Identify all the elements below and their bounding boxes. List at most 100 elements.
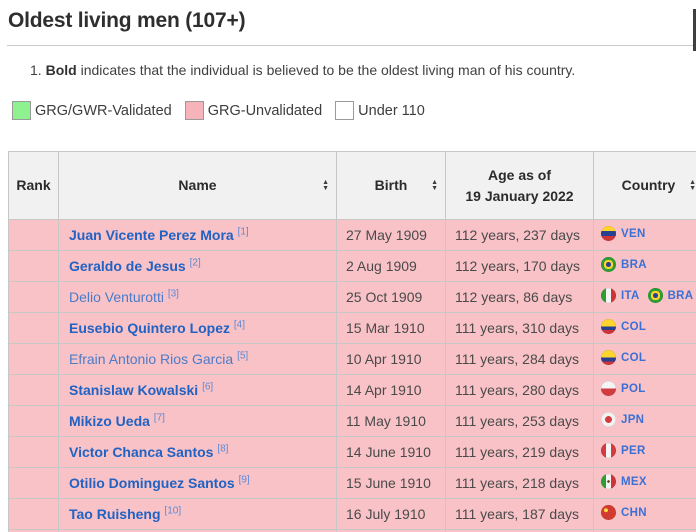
reference-link[interactable]: [5] [237, 350, 249, 362]
age-cell: 111 years, 218 days [445, 467, 594, 499]
sort-arrows-icon[interactable] [322, 180, 329, 192]
birth-cell: 15 Mar 1910 [336, 312, 446, 344]
flag-bra-icon [601, 257, 616, 272]
country-link[interactable]: CHN [621, 506, 647, 519]
country-entry: BRA [647, 288, 694, 303]
name-cell: Eusebio Quintero Lopez [4] [58, 312, 337, 344]
age-cell: 111 years, 310 days [445, 312, 594, 344]
country-link[interactable]: COL [621, 320, 647, 333]
person-link[interactable]: Juan Vicente Perez Mora [69, 227, 234, 243]
sort-arrows-icon[interactable] [689, 180, 696, 192]
table-row: Tao Ruisheng [10] 16 July 1910 111 years, … [8, 498, 696, 530]
country-link[interactable]: BRA [621, 258, 647, 271]
column-header-birth[interactable]: Birth [336, 151, 446, 220]
title-divider [7, 45, 696, 46]
flag-jpn-icon [601, 412, 616, 427]
age-header-line1: Age as of [487, 166, 551, 183]
table-body: Juan Vicente Perez Mora [1] 27 May 1909 11… [8, 219, 696, 532]
country-link[interactable]: ITA [621, 289, 640, 302]
age-cell: 111 years, 187 days [445, 498, 594, 530]
reference-link[interactable]: [9] [238, 474, 250, 486]
country-entry: COL [601, 350, 646, 365]
legend-item-unvalidated: GRG-Unvalidated [184, 101, 323, 120]
footnote-list: 1. Bold indicates that the individual is… [30, 62, 696, 78]
legend-label: GRG-Unvalidated [207, 102, 323, 119]
footnote-text: indicates that the individual is believe… [76, 62, 576, 78]
reference-link[interactable]: [6] [202, 381, 214, 393]
table-row: Otilio Dominguez Santos [9] 15 June 1910 1… [8, 467, 696, 499]
country-link[interactable]: COL [621, 351, 647, 364]
country-link[interactable]: MEX [621, 475, 647, 488]
column-header-name[interactable]: Name [58, 151, 337, 220]
name-cell: Victor Chanca Santos [8] [58, 436, 337, 468]
rank-cell [8, 312, 59, 344]
scrollbar-strip[interactable] [693, 9, 696, 51]
country-entry: ITA [601, 288, 640, 303]
age-cell: 112 years, 170 days [445, 250, 594, 282]
column-header-age: Age as of 19 January 2022 [445, 151, 594, 220]
country-link[interactable]: POL [621, 382, 646, 395]
person-link[interactable]: Otilio Dominguez Santos [69, 475, 235, 491]
age-cell: 111 years, 219 days [445, 436, 594, 468]
country-entry: COL [601, 319, 646, 334]
age-cell: 111 years, 280 days [445, 374, 594, 406]
age-header-line2: 19 January 2022 [465, 187, 574, 204]
reference-link[interactable]: [2] [189, 257, 201, 269]
country-link[interactable]: BRA [667, 289, 694, 302]
flag-ven-icon [601, 226, 616, 241]
rank-cell [8, 250, 59, 282]
birth-cell: 11 May 1910 [336, 405, 446, 437]
sort-arrows-icon[interactable] [431, 180, 438, 192]
person-link[interactable]: Mikizo Ueda [69, 413, 150, 429]
column-header-name-label: Name [178, 177, 217, 193]
page: Oldest living men (107+) 1. Bold indicat… [0, 9, 696, 532]
country-link[interactable]: VEN [621, 227, 646, 240]
flag-mex-icon [601, 474, 616, 489]
person-link[interactable]: Geraldo de Jesus [69, 258, 186, 274]
country-entry: VEN [601, 226, 646, 241]
reference-link[interactable]: [3] [167, 288, 179, 300]
reference-link[interactable]: [7] [153, 412, 165, 424]
rank-cell [8, 219, 59, 251]
footnote-number: 1. [30, 62, 42, 78]
reference-link[interactable]: [1] [237, 226, 249, 238]
country-cell: POL [593, 374, 696, 406]
age-cell: 112 years, 86 days [445, 281, 594, 313]
name-cell: Otilio Dominguez Santos [9] [58, 467, 337, 499]
reference-link[interactable]: [10] [164, 505, 182, 517]
person-link[interactable]: Delio Venturotti [69, 289, 164, 305]
flag-ita-icon [601, 288, 616, 303]
person-link[interactable]: Eusebio Quintero Lopez [69, 320, 231, 336]
country-entry: BRA [601, 257, 647, 272]
country-cell: VEN [593, 219, 696, 251]
age-cell: 111 years, 284 days [445, 343, 594, 375]
age-cell: 111 years, 253 days [445, 405, 594, 437]
birth-cell: 25 Oct 1909 [336, 281, 446, 313]
flag-col-icon [601, 319, 616, 334]
rank-cell [8, 405, 59, 437]
person-link[interactable]: Tao Ruisheng [69, 506, 161, 522]
country-entry: MEX [601, 474, 647, 489]
reference-link[interactable]: [4] [233, 319, 246, 331]
country-link[interactable]: JPN [621, 413, 645, 426]
birth-cell: 15 June 1910 [336, 467, 446, 499]
person-link[interactable]: Stanislaw Kowalski [69, 382, 199, 398]
country-cell: PER [593, 436, 696, 468]
name-cell: Efrain Antonio Rios Garcia [5] [58, 343, 337, 375]
person-link[interactable]: Efrain Antonio Rios Garcia [69, 351, 234, 367]
country-cell: ITA BRA [593, 281, 696, 313]
country-entry: CHN [601, 505, 647, 520]
flag-chn-icon [601, 505, 616, 520]
rank-cell [8, 436, 59, 468]
flag-per-icon [601, 443, 616, 458]
legend-label: Under 110 [358, 102, 425, 119]
person-link[interactable]: Victor Chanca Santos [69, 444, 214, 460]
legend: GRG/GWR-Validated GRG-Unvalidated Under … [12, 101, 696, 120]
column-header-country[interactable]: Country [593, 151, 696, 220]
country-link[interactable]: PER [621, 444, 646, 457]
country-cell: COL [593, 343, 696, 375]
reference-link[interactable]: [8] [217, 443, 229, 455]
legend-item-under110: Under 110 [335, 101, 425, 120]
table-row: Stanislaw Kowalski [6] 14 Apr 1910 111 yea… [8, 374, 696, 406]
table-row: Geraldo de Jesus [2] 2 Aug 1909 112 years,… [8, 250, 696, 282]
